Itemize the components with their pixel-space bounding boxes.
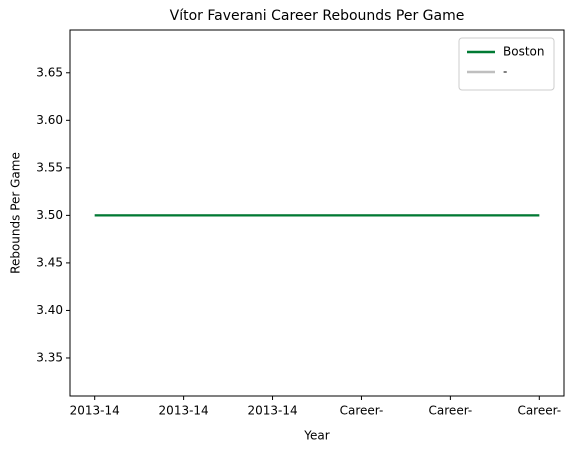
y-tick-label: 3.55 — [36, 160, 63, 174]
y-tick-label: 3.50 — [36, 208, 63, 222]
y-tick-label: 3.40 — [36, 303, 63, 317]
legend-label: Boston — [503, 45, 544, 59]
x-tick-label: 2013-14 — [70, 404, 120, 418]
y-tick-label: 3.60 — [36, 113, 63, 127]
x-axis-label: Year — [303, 429, 329, 443]
y-tick-label: 3.65 — [36, 65, 63, 79]
x-tick-label: 2013-14 — [247, 404, 297, 418]
legend-label: - — [503, 65, 507, 79]
plot-frame — [69, 29, 565, 397]
x-tick-label: Career- — [429, 404, 473, 418]
chart-title: Vítor Faverani Career Rebounds Per Game — [170, 8, 465, 24]
y-tick-label: 3.35 — [36, 350, 63, 364]
x-tick-label: Career- — [517, 404, 561, 418]
x-tick-label: 2013-14 — [159, 404, 209, 418]
y-tick-label: 3.45 — [36, 255, 63, 269]
x-tick-label: Career- — [340, 404, 384, 418]
y-axis-label: Rebounds Per Game — [9, 152, 23, 274]
